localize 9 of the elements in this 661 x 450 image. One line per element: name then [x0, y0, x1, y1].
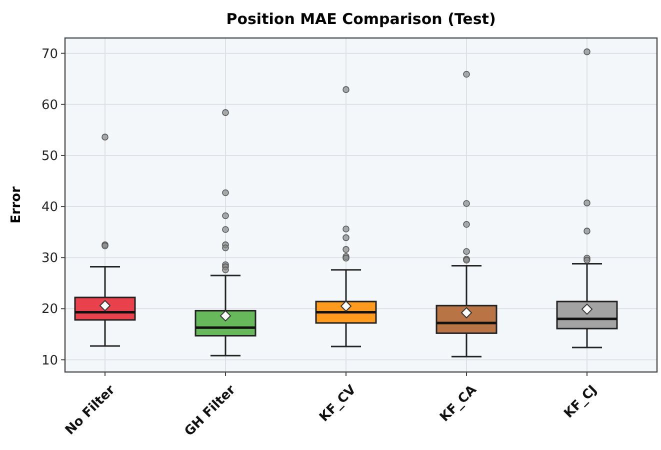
- y-tick-label: 40: [41, 200, 58, 216]
- y-tick-label: 70: [41, 46, 58, 62]
- y-tick-label: 30: [41, 251, 58, 266]
- y-tick-label: 20: [41, 302, 58, 318]
- y-tick-label: 50: [41, 149, 58, 164]
- y-axis-title: Error: [9, 186, 24, 224]
- chart-title: Position MAE Comparison (Test): [226, 10, 496, 28]
- y-tick-label: 10: [41, 353, 58, 368]
- y-tick-label: 60: [41, 98, 58, 113]
